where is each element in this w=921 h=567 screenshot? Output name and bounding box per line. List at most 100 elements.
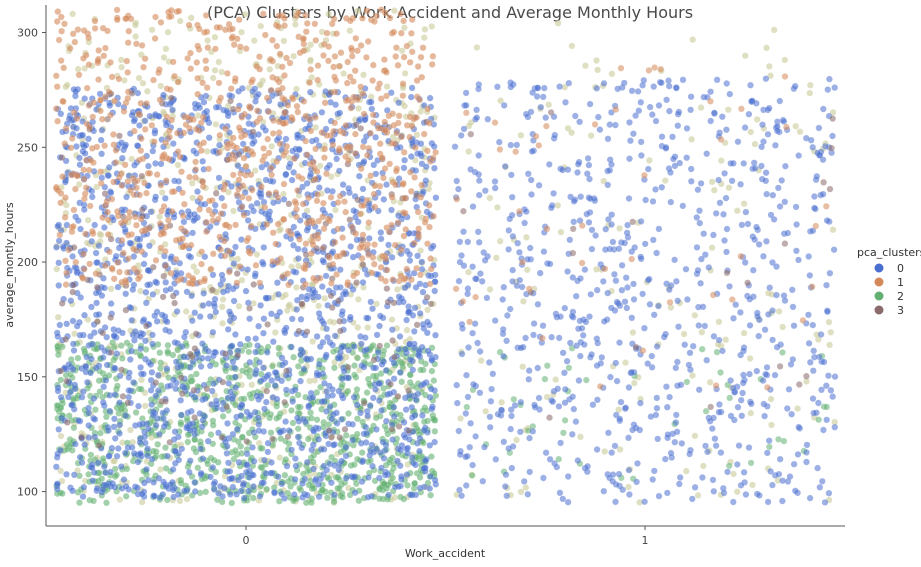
cluster-1-point: [114, 259, 122, 266]
cluster-0-point: [672, 364, 680, 372]
cluster-0-point: [263, 348, 271, 356]
cluster-0-point: [69, 317, 77, 325]
cluster-0-point: [630, 130, 637, 138]
beige-point: [691, 432, 699, 440]
cluster-0-point: [826, 75, 833, 83]
cluster-0-point: [648, 111, 656, 119]
cluster-0-point: [453, 399, 461, 407]
cluster-0-point: [474, 339, 481, 347]
cluster-0-point: [300, 365, 308, 373]
cluster-0-point: [288, 176, 296, 184]
beige-point: [708, 244, 716, 252]
cluster-0-point: [503, 492, 511, 500]
cluster-0-point: [481, 256, 489, 264]
cluster-0-point: [88, 187, 96, 195]
cluster-0-point: [254, 342, 262, 350]
cluster-3-point: [63, 377, 71, 385]
cluster-1-point: [88, 144, 96, 152]
cluster-1-point: [110, 275, 118, 283]
cluster-0-point: [359, 185, 367, 193]
cluster-3-point: [264, 320, 271, 328]
cluster-0-point: [505, 245, 512, 253]
cluster-0-point: [506, 215, 514, 223]
cluster-0-point: [592, 232, 599, 239]
cluster-0-point: [406, 356, 414, 364]
cluster-2-point: [296, 484, 303, 492]
cluster-1-point: [116, 268, 123, 276]
cluster-1-point: [407, 276, 415, 284]
cluster-0-point: [249, 443, 256, 451]
cluster-0-point: [155, 474, 163, 482]
cluster-0-point: [526, 468, 534, 476]
cluster-0-point: [219, 492, 226, 500]
cluster-2-point: [289, 419, 297, 427]
cluster-1-point: [426, 280, 434, 288]
cluster-2-point: [228, 499, 236, 507]
cluster-0-point: [621, 298, 629, 306]
cluster-0-point: [518, 283, 526, 291]
cluster-0-point: [243, 408, 251, 416]
cluster-3-point: [93, 283, 101, 291]
cluster-0-point: [259, 123, 267, 131]
cluster-0-point: [547, 204, 555, 212]
cluster-0-point: [536, 269, 544, 277]
cluster-1-point: [170, 188, 178, 195]
cluster-0-point: [699, 303, 707, 311]
cluster-0-point: [469, 263, 476, 271]
cluster-1-point: [260, 144, 267, 152]
cluster-0-point: [594, 396, 601, 404]
beige-point: [806, 81, 814, 89]
cluster-0-point: [825, 372, 832, 380]
cluster-0-point: [199, 396, 206, 404]
cluster-0-point: [564, 268, 571, 275]
cluster-0-point: [683, 124, 691, 132]
cluster-0-point: [676, 474, 684, 481]
cluster-0-point: [210, 380, 218, 388]
cluster-1-point: [243, 237, 251, 245]
cluster-0-point: [794, 450, 802, 458]
cluster-0-point: [97, 136, 105, 144]
beige-point: [827, 328, 835, 336]
cluster-0-point: [661, 455, 669, 463]
cluster-0-point: [488, 385, 495, 393]
cluster-0-point: [639, 81, 646, 89]
cluster-0-point: [159, 490, 167, 498]
cluster-0-point: [778, 176, 786, 184]
cluster-2-point: [428, 367, 436, 375]
cluster-1-point: [124, 88, 132, 96]
cluster-0-point: [821, 142, 829, 150]
cluster-0-point: [644, 276, 652, 284]
cluster-0-point: [529, 89, 536, 97]
cluster-0-point: [155, 430, 163, 438]
cluster-0-point: [462, 482, 470, 489]
cluster-0-point: [811, 353, 818, 361]
cluster-3-point: [298, 300, 306, 308]
cluster-0-point: [431, 476, 439, 484]
beige-point: [156, 213, 164, 221]
cluster-0-point: [499, 325, 507, 333]
cluster-0-point: [81, 149, 89, 157]
cluster-1-point: [95, 47, 103, 54]
beige-point: [697, 104, 705, 112]
cluster-0-point: [395, 345, 403, 353]
cluster-3-point: [629, 218, 637, 226]
cluster-0-point: [576, 352, 584, 360]
cluster-1-point: [61, 20, 68, 28]
cluster-0-point: [762, 75, 770, 83]
cluster-0-point: [530, 320, 538, 327]
cluster-0-point: [317, 445, 325, 453]
cluster-0-point: [826, 269, 834, 277]
cluster-2-point: [412, 421, 419, 428]
cluster-0-point: [235, 87, 243, 95]
cluster-0-point: [174, 363, 182, 371]
cluster-0-point: [574, 160, 582, 168]
cluster-0-point: [377, 235, 385, 243]
cluster-1-point: [326, 217, 333, 225]
cluster-0-point: [773, 127, 781, 135]
cluster-0-point: [235, 458, 243, 466]
cluster-0-point: [345, 374, 352, 382]
cluster-0-point: [104, 171, 112, 179]
cluster-0-point: [677, 381, 685, 389]
cluster-0-point: [696, 219, 704, 227]
beige-point: [615, 406, 623, 414]
